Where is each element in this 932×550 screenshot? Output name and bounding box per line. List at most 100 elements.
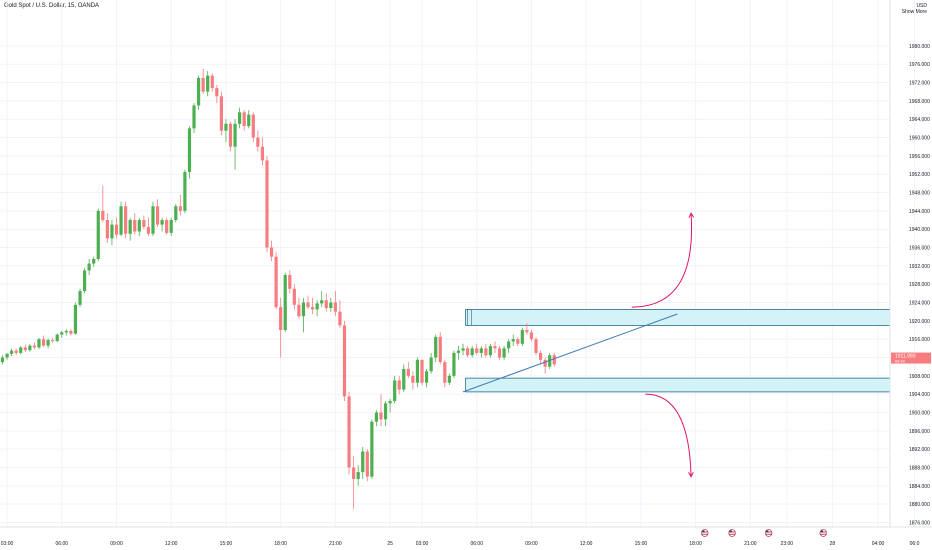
candle xyxy=(219,91,223,136)
candle-body xyxy=(520,330,524,344)
x-tick-label: 21:00 xyxy=(744,541,757,547)
grid xyxy=(0,0,915,527)
candle-body xyxy=(488,346,493,356)
candle-body xyxy=(32,345,37,348)
candle-body xyxy=(402,368,406,390)
time-axis[interactable]: 03:00 06:00 09:00 12:00 15:00 18:00 21:00 25 03:… xyxy=(1,541,920,547)
flag-us-icon[interactable] xyxy=(728,529,736,537)
arrow-down xyxy=(645,393,694,478)
candle-body xyxy=(256,137,260,147)
candle-body xyxy=(406,368,410,376)
candle-body xyxy=(525,330,529,333)
candle-body xyxy=(288,275,292,289)
flag-us-icon[interactable] xyxy=(701,529,709,537)
candle xyxy=(347,391,351,475)
event-markers[interactable] xyxy=(701,529,827,537)
candle-body xyxy=(247,114,251,127)
candle-body xyxy=(393,380,397,402)
candle xyxy=(338,300,342,328)
candle xyxy=(310,297,315,314)
arrowhead xyxy=(688,471,694,478)
candle xyxy=(538,350,543,365)
candle xyxy=(32,342,37,350)
y-tick-label: 1944.000 xyxy=(909,209,930,215)
y-tick-label: 1908.000 xyxy=(909,374,930,380)
candle-body xyxy=(269,247,274,257)
candle-body xyxy=(187,128,192,172)
candle-body xyxy=(379,412,383,420)
candle-body xyxy=(196,77,201,106)
candle-body xyxy=(128,220,132,234)
flag-canton xyxy=(765,530,769,533)
candle-body xyxy=(23,347,27,351)
candle-body xyxy=(301,302,306,317)
candle-body xyxy=(19,347,23,353)
candle-body xyxy=(87,263,91,271)
candle-body xyxy=(228,123,233,147)
candle xyxy=(543,357,547,374)
y-tick-label: 1948.000 xyxy=(909,191,930,197)
candle xyxy=(215,84,219,104)
y-tick-label: 1876.000 xyxy=(909,521,930,527)
annotations-zones xyxy=(465,308,891,393)
y-tick-label: 1904.000 xyxy=(909,392,930,398)
candle xyxy=(187,126,192,179)
x-tick-label: 03:00 xyxy=(416,541,429,547)
y-tick-label: 1928.000 xyxy=(909,282,930,288)
candle-body xyxy=(356,472,360,479)
candle xyxy=(497,346,502,360)
candle xyxy=(507,339,511,353)
candle xyxy=(456,346,461,360)
x-tick-label: 15:00 xyxy=(220,541,233,547)
candles xyxy=(0,68,556,509)
candle xyxy=(402,364,406,392)
candle-body xyxy=(60,332,64,335)
candle-body xyxy=(329,302,333,309)
candle-body xyxy=(374,412,379,422)
candle-body xyxy=(383,403,388,420)
candle xyxy=(301,297,306,333)
candle xyxy=(529,330,534,342)
candle xyxy=(55,333,59,343)
candle xyxy=(251,112,255,143)
x-tick-label: 09:00 xyxy=(110,541,123,547)
candle xyxy=(210,73,214,92)
candle-body xyxy=(251,114,255,138)
candle-body xyxy=(178,206,182,211)
candle-body xyxy=(333,302,337,312)
candle xyxy=(374,410,379,427)
candle xyxy=(174,203,178,223)
candle-body xyxy=(78,291,82,305)
x-tick-label: 06:0 xyxy=(910,541,920,547)
candle-body xyxy=(14,350,18,353)
candle xyxy=(128,217,132,241)
candle xyxy=(160,217,164,232)
candle-body xyxy=(201,77,205,92)
candle-body xyxy=(119,206,123,235)
candle-body xyxy=(210,75,214,89)
candle xyxy=(114,217,119,239)
candle xyxy=(292,284,296,310)
flag-us-icon[interactable] xyxy=(819,529,827,537)
flag-us-icon[interactable] xyxy=(764,529,773,537)
candle-body xyxy=(110,224,114,239)
x-tick-label: 15:00 xyxy=(635,541,648,547)
candle-body xyxy=(548,355,552,367)
y-tick-label: 1960.000 xyxy=(909,136,930,142)
candle xyxy=(388,398,392,413)
candle-body xyxy=(411,375,415,383)
candle xyxy=(0,355,5,365)
candle xyxy=(365,449,369,482)
price-axis[interactable]: 1876.000 1880.000 1884.000 1888.000 1892.000… xyxy=(909,44,930,527)
candle xyxy=(233,119,237,170)
candle-body xyxy=(28,345,32,351)
arrow-path xyxy=(645,393,692,477)
candle xyxy=(82,268,87,294)
candle-body xyxy=(92,258,96,264)
candle xyxy=(183,169,187,214)
candle-body xyxy=(151,206,155,234)
candle-body xyxy=(146,226,151,234)
candle xyxy=(5,352,9,360)
